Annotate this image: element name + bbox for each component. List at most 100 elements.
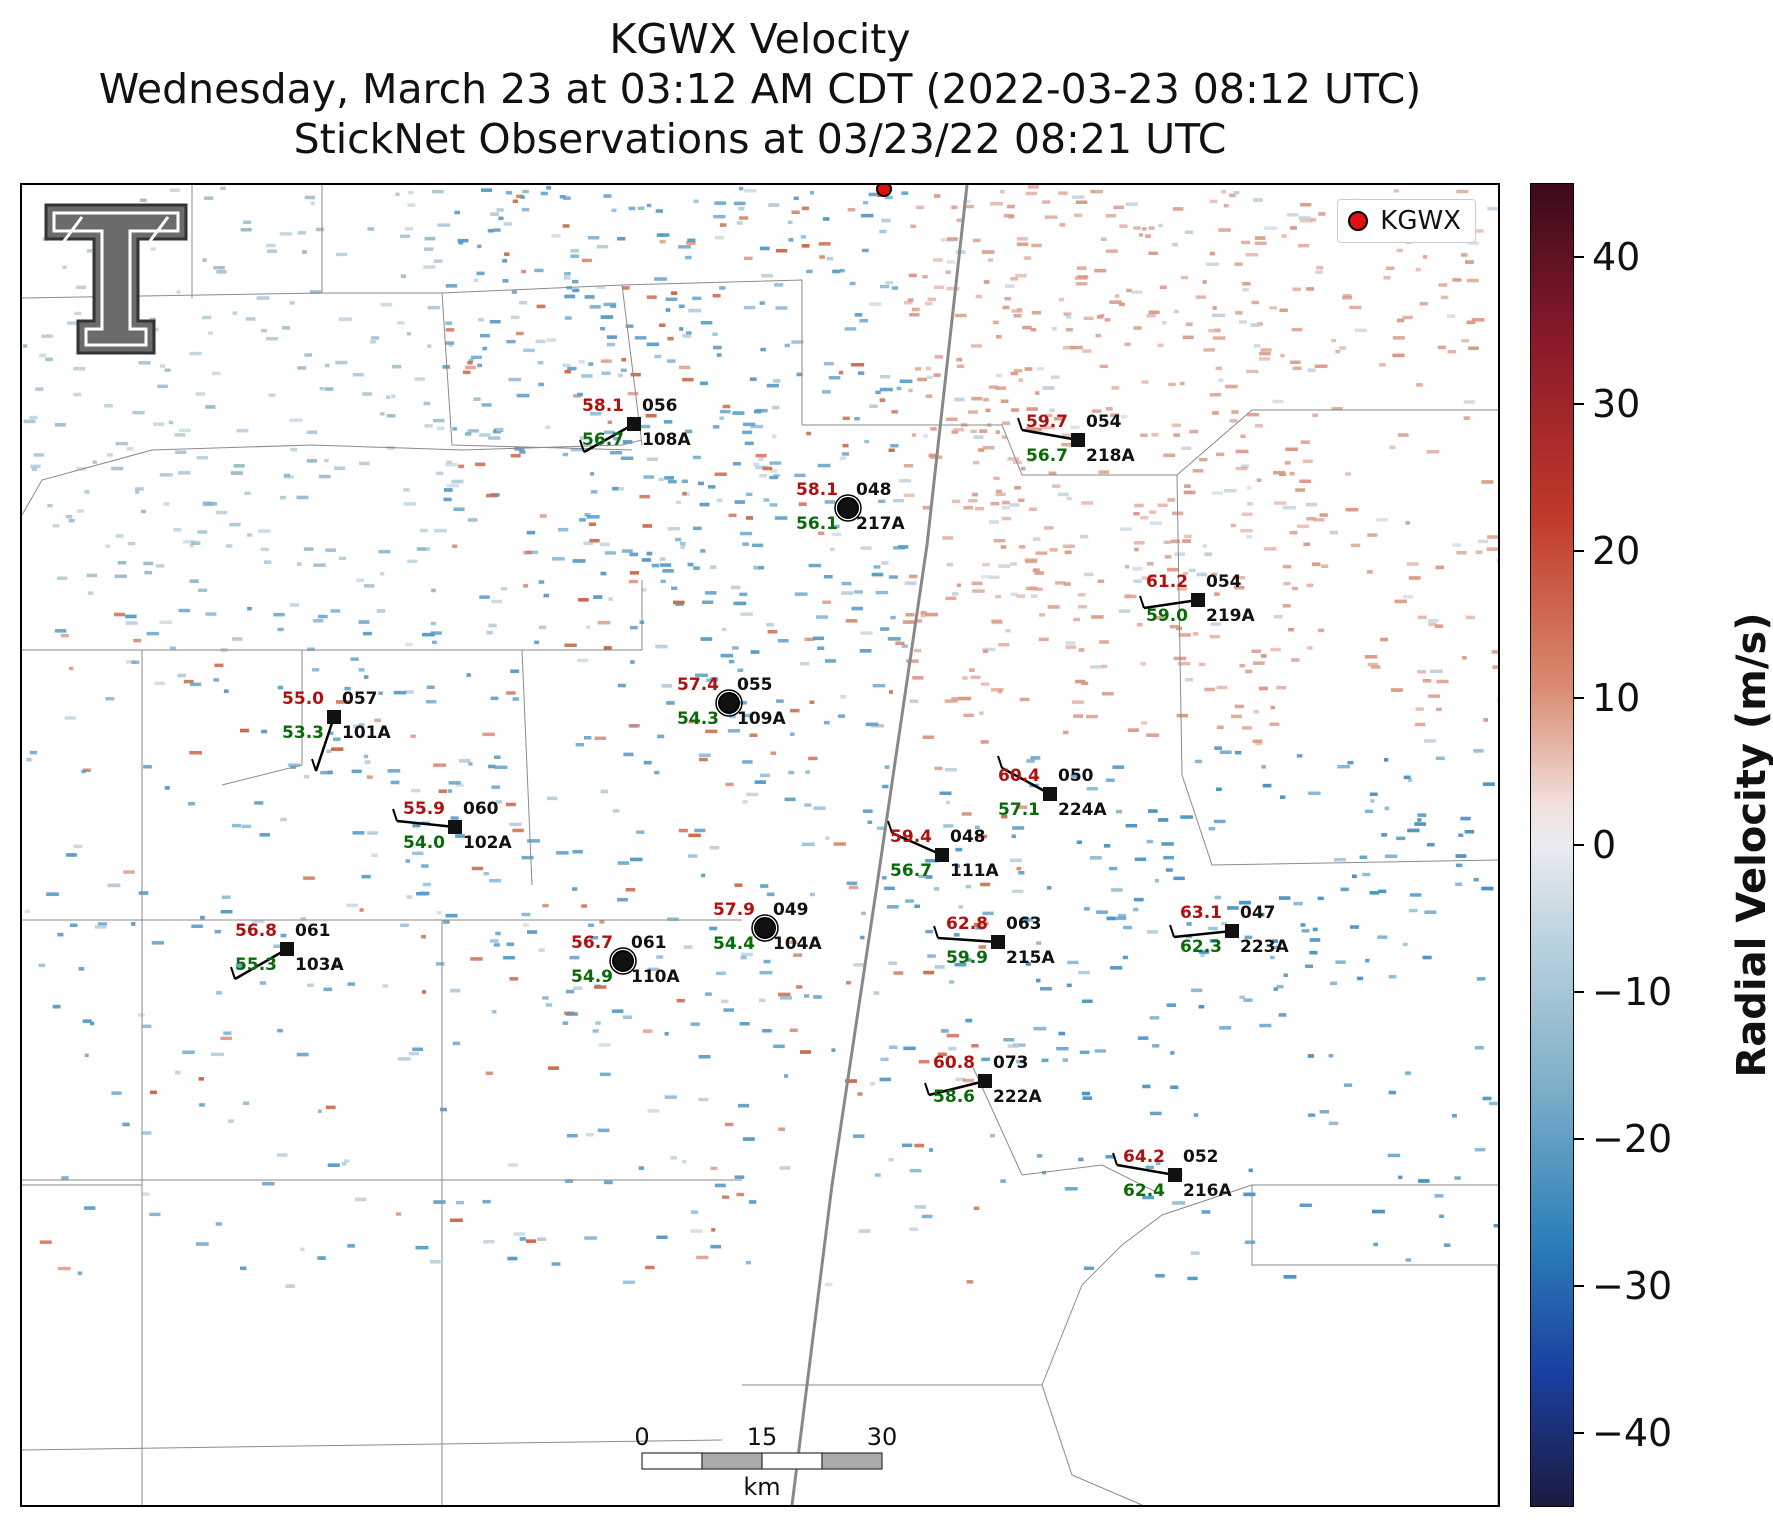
station-temperature: 59.4 [890,827,932,847]
wind-barb [891,831,943,857]
station-wind-direction: 054 [1206,572,1242,592]
colorbar-tick-label: 20 [1592,528,1641,573]
colorbar-tick-label: −20 [1592,1117,1673,1162]
wind-barb-flag [230,966,236,980]
station-216A[interactable]: 64.2 052 62.4 216A [1112,1147,1232,1201]
station-dewpoint: 62.3 [1180,937,1222,957]
station-103A[interactable]: 56.8 061 55.3 103A [230,921,344,981]
station-name: 102A [463,833,512,853]
station-temperature: 58.1 [582,396,624,416]
station-wind-direction: 052 [1183,1147,1219,1167]
wind-barb [1001,766,1051,796]
station-marker [978,1074,992,1088]
legend-label: KGWX [1380,206,1461,236]
calm-wind-ring [834,494,862,522]
station-name: 108A [642,430,691,450]
colorbar-tick-label: 0 [1592,823,1617,867]
colorbar-tick-label: 10 [1592,675,1641,720]
calm-wind-marker [754,917,776,939]
wind-barb-flag [933,925,939,939]
station-222A[interactable]: 60.8 073 58.6 222A [924,1053,1042,1107]
colorbar-tick [1574,844,1584,846]
station-name: 222A [993,1087,1042,1107]
station-dewpoint: 58.6 [933,1087,975,1107]
station-marker [448,820,462,834]
station-dewpoint: 54.9 [571,967,613,987]
sticknet-stations: 58.1 056 56.7 108A 59.7 054 56.7 218A 58.1 048 56.… [230,396,1289,1201]
station-108A[interactable]: 58.1 056 56.7 108A [579,396,691,454]
station-223A[interactable]: 63.1 047 62.3 223A [1169,903,1289,957]
station-dewpoint: 59.9 [946,948,988,968]
station-104A[interactable]: 57.9 049 54.4 104A [713,900,822,954]
scale-label-30: 30 [867,1423,898,1451]
wind-barb-flag [1139,595,1145,609]
station-215A[interactable]: 62.8 063 59.9 215A [933,914,1055,968]
map-legend: KGWX [1337,199,1476,243]
station-218A[interactable]: 59.7 054 56.7 218A [1017,412,1135,466]
colorbar-tick [1574,1138,1584,1141]
colorbar-tick-label: −10 [1592,970,1673,1015]
wind-barb-flag [1169,924,1175,938]
colorbar-tick-label: −40 [1592,1411,1673,1456]
station-name: 219A [1206,606,1255,626]
station-111A[interactable]: 59.4 048 56.7 111A [887,820,999,881]
station-wind-direction: 048 [856,480,892,500]
wind-barb [1116,1163,1176,1177]
wind-barb-flag [1017,417,1023,431]
wind-barb-flag [392,808,398,822]
station-marker [327,710,341,724]
station-marker [1043,787,1057,801]
colorbar-tick [1574,991,1584,994]
title-line-2: Wednesday, March 23 at 03:12 AM CDT (202… [98,65,1422,113]
station-dewpoint: 56.7 [1026,446,1068,466]
wind-barb [1143,598,1199,610]
station-wind-direction: 047 [1240,903,1276,923]
station-dewpoint: 56.7 [890,861,932,881]
wind-barb-flag [579,439,585,453]
wind-barb [1173,929,1233,939]
station-109A[interactable]: 57.4 055 54.3 109A [677,675,786,729]
station-marker [1168,1168,1182,1182]
wind-barb-flag [311,758,317,772]
scale-bar: 0 15 30 km [634,1423,897,1501]
station-name: 215A [1006,948,1055,968]
station-temperature: 59.7 [1026,412,1068,432]
colorbar-tick [1574,549,1584,552]
station-name: 218A [1086,446,1135,466]
wind-barb [1021,428,1079,442]
station-marker [627,417,641,431]
wind-barb [583,422,635,454]
scale-label-0: 0 [634,1423,649,1451]
station-name: 110A [631,967,680,987]
station-temperature: 63.1 [1180,903,1222,923]
title-line-3: StickNet Observations at 03/23/22 08:21 … [293,115,1227,163]
colorbar-tick-label: 40 [1592,234,1641,279]
kgwx-radar-marker[interactable] [876,185,892,197]
station-marker [991,935,1005,949]
calm-wind-ring [715,689,743,717]
county-borders [22,185,1498,1505]
station-temperature: 62.8 [946,914,988,934]
station-101A[interactable]: 55.0 057 53.3 101A [282,689,391,772]
station-110A[interactable]: 56.7 061 54.9 110A [571,933,680,987]
station-217A[interactable]: 58.1 048 56.1 217A [796,480,905,534]
station-102A[interactable]: 55.9 060 54.0 102A [392,799,512,853]
station-name: 103A [295,955,344,975]
wind-barb [314,716,336,772]
station-wind-direction: 050 [1058,766,1094,786]
wind-barb [928,1079,986,1097]
colorbar-tick [1574,402,1584,405]
station-dewpoint: 56.7 [582,430,624,450]
map-canvas: 58.1 056 56.7 108A 59.7 054 56.7 218A 58.1 048 56.… [22,185,1498,1505]
station-name: 109A [737,709,786,729]
station-temperature: 60.8 [933,1053,975,1073]
station-224A[interactable]: 60.4 050 57.1 224A [997,755,1107,820]
colorbar [1530,183,1574,1507]
station-name: 223A [1240,937,1289,957]
station-wind-direction: 060 [463,799,499,819]
wind-barb-flag [924,1082,930,1096]
wind-barb-flag [1112,1152,1118,1166]
station-marker [1071,433,1085,447]
station-219A[interactable]: 61.2 054 59.0 219A [1139,572,1255,626]
radar-map[interactable]: 58.1 056 56.7 108A 59.7 054 56.7 218A 58.1 048 56.… [20,183,1500,1507]
